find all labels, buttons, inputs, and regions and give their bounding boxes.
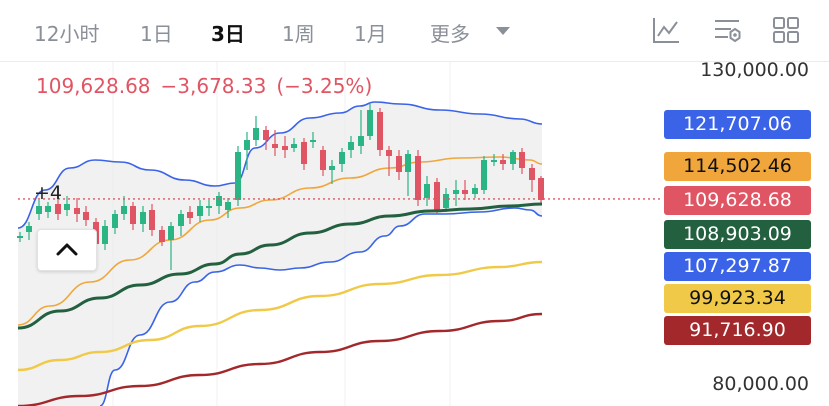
- candlestick: [149, 204, 155, 236]
- bollinger-lower-line: [99, 207, 543, 406]
- candlestick: [310, 132, 316, 148]
- candlestick: [253, 116, 259, 146]
- candlestick: [121, 196, 127, 220]
- price-change: −3,678.33: [160, 74, 267, 98]
- tag-bollinger-upper: 121,707.06: [664, 110, 811, 139]
- ma-yellow-line: [17, 260, 543, 372]
- candlestick: [168, 222, 174, 270]
- tag-bollinger-lower: 107,297.87: [664, 252, 811, 281]
- axis-bottom-label: 80,000.00: [712, 373, 809, 395]
- candlestick: [462, 180, 468, 200]
- price-change-percent: (−3.25%): [276, 74, 373, 98]
- layout-grid-icon[interactable]: [770, 14, 802, 46]
- more-dropdown[interactable]: 更多: [430, 22, 470, 46]
- tab-1d[interactable]: 1日: [140, 22, 173, 46]
- candlestick: [187, 206, 193, 224]
- candlestick: [301, 138, 307, 170]
- candlestick: [386, 146, 392, 176]
- tag-ma-yellow: 99,923.34: [664, 284, 811, 313]
- candlestick: [102, 220, 108, 250]
- candlestick: [244, 132, 250, 170]
- candlestick: [55, 198, 61, 220]
- candlestick: [453, 180, 459, 206]
- chevron-up-icon: [56, 243, 78, 256]
- price-summary: 109,628.68 −3,678.33 (−3.25%): [36, 74, 382, 98]
- tag-ma-orange: 114,502.46: [664, 152, 811, 181]
- candlestick: [235, 146, 241, 206]
- ma-red-line: [17, 312, 543, 406]
- candlestick: [64, 196, 70, 216]
- candlestick: [348, 136, 354, 158]
- candlestick: [291, 138, 297, 152]
- tag-last-price: 109,628.68: [664, 186, 811, 215]
- candlestick: [272, 130, 278, 156]
- last-price-value: 109,628.68: [36, 74, 151, 98]
- candlestick: [216, 192, 222, 214]
- indicator-chart-icon[interactable]: [650, 14, 682, 46]
- candlestick: [178, 210, 184, 236]
- candlestick: [500, 154, 506, 170]
- tab-3d[interactable]: 3日: [211, 22, 245, 46]
- chevron-down-icon[interactable]: [496, 27, 510, 35]
- candlestick: [197, 200, 203, 222]
- candlestick: [377, 108, 383, 156]
- candlestick: [112, 210, 118, 234]
- timeframe-bar: 12小时 1日 3日 1周 1月 更多: [0, 0, 829, 62]
- collapse-button[interactable]: [37, 229, 97, 271]
- candlestick: [434, 178, 440, 214]
- candlestick: [481, 156, 487, 194]
- candlestick: [367, 104, 373, 140]
- candlestick: [415, 150, 421, 206]
- candlestick: [510, 150, 516, 170]
- candlestick: [472, 184, 478, 198]
- candlestick: [36, 200, 42, 220]
- tab-12h[interactable]: 12小时: [34, 22, 100, 46]
- candlestick: [74, 198, 80, 222]
- candlestick: [529, 164, 535, 192]
- candlestick: [83, 206, 89, 226]
- toolbar-divider: [0, 61, 829, 62]
- candlestick: [130, 202, 136, 230]
- ma-green-line: [17, 202, 543, 330]
- candlestick: [263, 126, 269, 150]
- candlestick: [339, 148, 345, 172]
- candlestick: [538, 176, 544, 204]
- candlestick: [405, 150, 411, 196]
- candlestick: [329, 160, 335, 184]
- tag-ma-green: 108,903.09: [664, 220, 811, 249]
- candlestick: [443, 188, 449, 212]
- candlestick: [424, 176, 430, 206]
- settings-sliders-icon[interactable]: [711, 14, 743, 46]
- candlestick: [206, 200, 212, 216]
- axis-top-label: 130,000.00: [700, 59, 809, 81]
- candlestick: [26, 222, 32, 240]
- candlestick: [140, 206, 146, 232]
- candlestick: [320, 146, 326, 176]
- candlestick: [396, 150, 402, 180]
- tab-1w[interactable]: 1周: [282, 22, 315, 46]
- candlestick: [519, 148, 525, 174]
- candlestick: [159, 226, 165, 246]
- marker-count-label: +4: [34, 182, 63, 204]
- tab-1m[interactable]: 1月: [354, 22, 387, 46]
- candlestick: [491, 154, 497, 166]
- candlestick: [225, 198, 231, 218]
- candlestick: [45, 202, 51, 218]
- bollinger-band-fill: [18, 102, 542, 406]
- ma-orange-line: [17, 156, 543, 326]
- tag-ma-red: 91,716.90: [664, 316, 811, 345]
- price-chart[interactable]: [0, 62, 660, 406]
- candlestick: [17, 232, 23, 242]
- candlestick: [358, 110, 364, 154]
- candlestick: [282, 136, 288, 158]
